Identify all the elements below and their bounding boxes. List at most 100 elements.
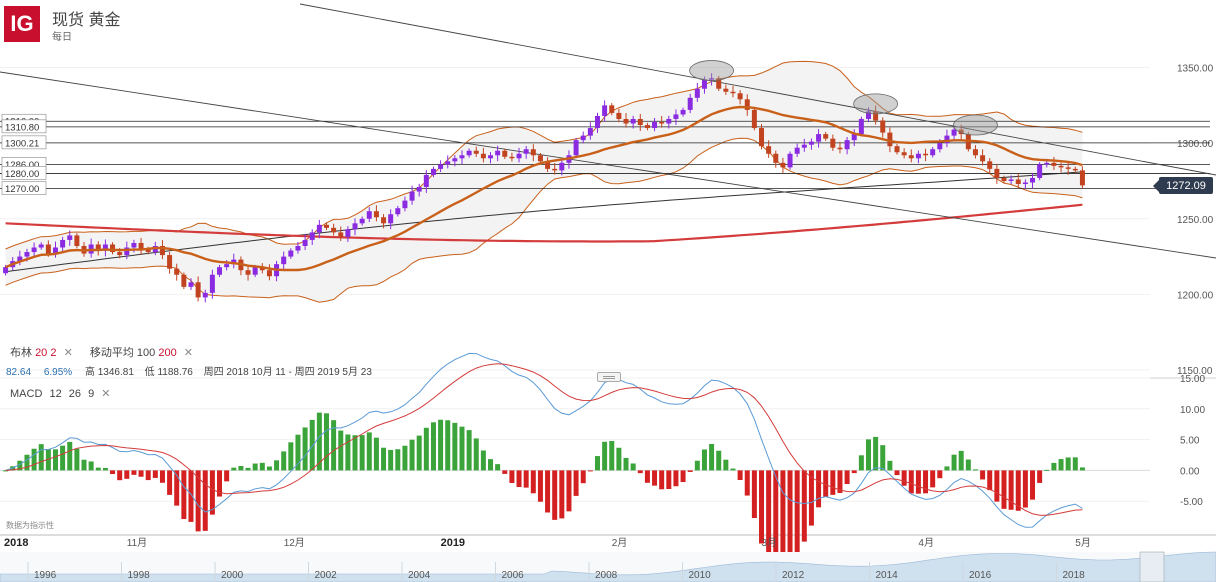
macd-histogram-bar [159, 470, 165, 483]
candle-body [594, 115, 600, 129]
candle-body [944, 135, 950, 144]
macd-histogram-bar [887, 460, 893, 471]
candle-body [951, 129, 957, 136]
macd-histogram-bar [716, 450, 722, 471]
macd-histogram-bar [17, 460, 23, 471]
macd-histogram-bar [252, 463, 258, 471]
candle-body [644, 125, 650, 129]
navigator-year-label: 1996 [34, 570, 57, 581]
candle-body [894, 146, 900, 153]
macd-histogram-bar [231, 467, 237, 471]
macd-histogram-bar [1058, 459, 1064, 471]
ig-logo: IG [4, 6, 40, 42]
candle-body [737, 93, 743, 100]
macd-fast[interactable]: 12 [49, 388, 62, 400]
x-tick-label: 11月 [127, 537, 147, 549]
candle-body [937, 143, 943, 150]
candle-body [744, 99, 750, 110]
bollinger-period[interactable]: 20 [35, 347, 48, 359]
close-icon[interactable]: ✕ [63, 347, 73, 359]
macd-histogram-bar [530, 470, 536, 494]
macd-histogram-bar [644, 470, 650, 483]
candle-body [987, 161, 993, 169]
macd-histogram-bar [81, 459, 87, 471]
macd-histogram-bar [587, 470, 593, 472]
macd-histogram-bar [687, 470, 693, 472]
macd-histogram-bar [95, 467, 101, 471]
macd-histogram-bar [537, 470, 543, 502]
candle-body [573, 140, 579, 156]
candle-body [416, 187, 422, 192]
candle-body [245, 270, 251, 275]
macd-histogram-bar [865, 439, 871, 471]
macd-tick-label: 10.00 [1180, 405, 1205, 416]
candle-body [409, 191, 415, 201]
bollinger-std[interactable]: 2 [50, 347, 57, 359]
level-label: 1280.00 [5, 169, 39, 180]
macd-histogram-bar [609, 440, 615, 471]
indicative-note: 数据为指示性 [6, 521, 54, 530]
macd-histogram-bar [873, 436, 879, 471]
macd-histogram-bar [1065, 457, 1071, 471]
candle-body [915, 153, 921, 159]
macd-histogram-bar [188, 470, 194, 522]
macd-histogram-bar [737, 470, 743, 481]
candle-body [701, 79, 707, 89]
candle-body [844, 140, 850, 150]
close-icon[interactable]: ✕ [101, 388, 111, 400]
ma200-line [5, 203, 1083, 243]
macd-histogram-bar [787, 470, 793, 574]
candle-body [923, 153, 929, 156]
macd-histogram-bar [259, 462, 265, 471]
macd-tick-label: 15.00 [1180, 374, 1205, 385]
macd-histogram-bar [951, 454, 957, 471]
level-label-box [1, 181, 47, 195]
macd-histogram-bar [245, 467, 251, 471]
macd-histogram-bar [659, 470, 665, 490]
candle-body [616, 112, 622, 119]
candle-body [559, 162, 565, 171]
navigator-year-label: 2018 [1063, 570, 1086, 581]
macd-histogram-bar [402, 445, 408, 471]
macd-histogram-bar [281, 451, 287, 471]
candle-body [488, 155, 494, 159]
macd-histogram-bar [523, 470, 529, 488]
candle-body [331, 227, 337, 233]
pane-resize-handle[interactable] [597, 372, 621, 382]
candle-body [652, 122, 658, 129]
change-value: 82.64 [6, 367, 32, 378]
candle-body [659, 122, 665, 124]
macd-histogram-bar [195, 470, 201, 532]
candle-body [516, 153, 522, 159]
macd-histogram-bar [1044, 469, 1050, 471]
x-tick-label: 4月 [918, 537, 934, 549]
candle-body [1022, 182, 1028, 184]
macd-histogram-bar [637, 470, 643, 474]
x-tick-label: 5月 [1075, 537, 1091, 549]
candle-body [1058, 165, 1064, 168]
candle-body [402, 200, 408, 209]
candle-body [117, 252, 123, 256]
stats-legend: 82.64 6.95% 高 1346.81 低 1188.76 周四 2018 … [6, 363, 372, 378]
macd-histogram-bar [316, 412, 322, 471]
candle-body [766, 146, 772, 154]
candle-body [423, 174, 429, 188]
candle-body [851, 134, 857, 141]
candle-body [908, 155, 914, 159]
candle-body [309, 232, 315, 240]
macd-histogram-bar [366, 432, 372, 471]
macd-histogram-bar [823, 470, 829, 497]
candle-body [373, 211, 379, 218]
candle-body [730, 91, 736, 94]
macd-signal[interactable]: 9 [88, 388, 95, 400]
close-icon[interactable]: ✕ [183, 347, 193, 359]
macd-histogram-bar [102, 467, 108, 471]
ma100-period[interactable]: 100 [136, 347, 156, 359]
ma200-period[interactable]: 200 [158, 347, 177, 359]
macd-slow[interactable]: 26 [68, 388, 82, 400]
macd-histogram-bar [480, 450, 486, 471]
macd-histogram-bar [3, 470, 9, 472]
macd-histogram-bar [580, 470, 586, 484]
macd-histogram-bar [980, 470, 986, 480]
